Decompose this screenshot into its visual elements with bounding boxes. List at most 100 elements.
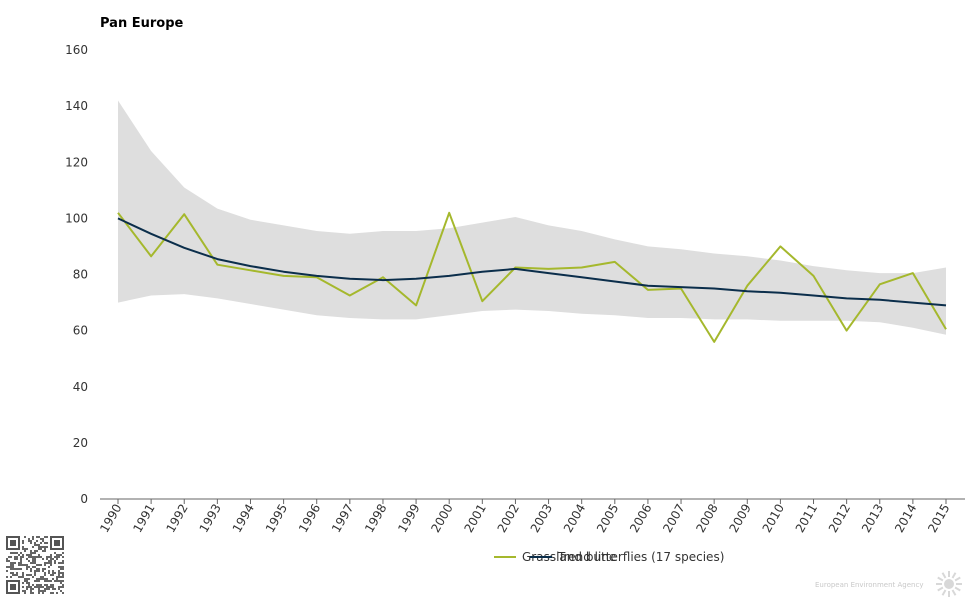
- qr-module: [34, 572, 36, 574]
- qr-module: [54, 556, 56, 558]
- x-tick-label: 1996: [296, 502, 323, 535]
- confidence-band: [118, 100, 946, 335]
- qr-module: [24, 578, 26, 580]
- y-tick-label: 20: [73, 436, 88, 450]
- qr-module: [22, 576, 24, 578]
- qr-module: [22, 572, 24, 574]
- qr-module: [34, 566, 36, 568]
- series-layer: [117, 211, 947, 343]
- qr-module: [30, 562, 32, 564]
- qr-module: [34, 556, 36, 558]
- confidence-band-layer: [118, 100, 946, 335]
- qr-module: [40, 538, 42, 540]
- qr-module: [20, 576, 22, 578]
- qr-module: [60, 568, 62, 570]
- qr-module: [18, 562, 20, 564]
- qr-module: [52, 572, 54, 574]
- qr-module: [48, 556, 50, 558]
- qr-module: [46, 580, 48, 582]
- x-tick-label: 2012: [826, 502, 853, 535]
- qr-module: [42, 576, 44, 578]
- y-tick-label: 0: [80, 492, 88, 506]
- qr-module: [38, 590, 40, 592]
- qr-module: [60, 576, 62, 578]
- qr-module: [12, 562, 14, 564]
- qr-module: [62, 568, 64, 570]
- qr-module: [8, 566, 10, 568]
- qr-module: [18, 554, 20, 556]
- y-tick-label: 40: [73, 380, 88, 394]
- qr-module: [22, 540, 24, 542]
- qr-module: [60, 586, 62, 588]
- qr-module: [26, 564, 28, 566]
- qr-module: [28, 586, 30, 588]
- qr-module: [58, 574, 60, 576]
- qr-module: [54, 552, 56, 554]
- qr-module: [28, 554, 30, 556]
- qr-module: [50, 592, 52, 594]
- qr-module: [46, 586, 48, 588]
- qr-module: [62, 576, 64, 578]
- x-tick-label: 1993: [197, 502, 224, 535]
- qr-module: [34, 586, 36, 588]
- qr-module: [24, 564, 26, 566]
- qr-module: [18, 576, 20, 578]
- qr-module: [62, 580, 64, 582]
- x-tick-label: 2009: [726, 502, 753, 535]
- qr-module: [14, 562, 16, 564]
- qr-module: [50, 574, 52, 576]
- qr-module: [46, 588, 48, 590]
- qr-module: [28, 538, 30, 540]
- qr-module: [44, 580, 46, 582]
- qr-module: [28, 566, 30, 568]
- qr-module: [14, 552, 16, 554]
- qr-module: [46, 562, 48, 564]
- legend: Grassland butterflies (17 species)Trend …: [494, 550, 724, 564]
- qr-module: [62, 556, 64, 558]
- qr-module: [46, 578, 48, 580]
- qr-module: [46, 536, 48, 538]
- qr-module: [26, 554, 28, 556]
- qr-module: [12, 568, 14, 570]
- qr-module: [40, 564, 42, 566]
- x-tick-label: 1990: [97, 502, 124, 535]
- x-tick-label: 1997: [329, 502, 356, 535]
- qr-module: [42, 570, 44, 572]
- qr-module: [58, 556, 60, 558]
- qr-module: [58, 588, 60, 590]
- qr-module: [28, 582, 30, 584]
- qr-module: [24, 536, 26, 538]
- qr-module: [56, 556, 58, 558]
- eea-logo-ray: [954, 576, 961, 582]
- qr-module: [58, 554, 60, 556]
- qr-module: [46, 558, 48, 560]
- qr-module: [34, 574, 36, 576]
- qr-module: [38, 578, 40, 580]
- eea-watermark: European Environment Agency: [815, 571, 962, 597]
- qr-module: [44, 590, 46, 592]
- qr-module: [42, 550, 44, 552]
- qr-module: [28, 578, 30, 580]
- eea-logo-ray: [937, 586, 944, 592]
- x-tick-label: 1999: [395, 502, 422, 535]
- qr-module: [46, 584, 48, 586]
- qr-module: [28, 560, 30, 562]
- qr-module: [50, 562, 52, 564]
- qr-module: [20, 556, 22, 558]
- x-tick-label: 1992: [163, 502, 190, 535]
- qr-module: [10, 556, 12, 558]
- qr-module: [38, 588, 40, 590]
- qr-module: [6, 560, 8, 562]
- qr-module: [40, 546, 42, 548]
- qr-module: [32, 576, 34, 578]
- qr-module: [44, 584, 46, 586]
- qr-module: [12, 564, 14, 566]
- qr-module: [46, 542, 48, 544]
- qr-module: [44, 548, 46, 550]
- qr-module: [22, 574, 24, 576]
- qr-module: [30, 550, 32, 552]
- qr-module: [44, 550, 46, 552]
- qr-module: [32, 538, 34, 540]
- qr-module: [38, 554, 40, 556]
